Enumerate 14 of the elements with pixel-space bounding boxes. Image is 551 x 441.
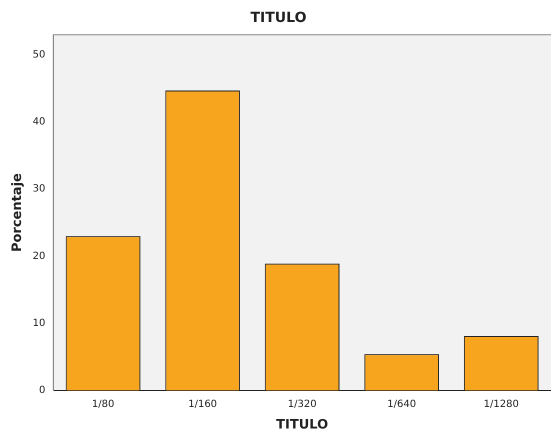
- y-tick-label: 40: [32, 116, 46, 128]
- x-tick-label: 1/640: [387, 398, 416, 410]
- x-tick-label: 1/80: [92, 398, 114, 410]
- y-tick-label: 0: [38, 384, 46, 396]
- y-axis-title: Porcentaje: [10, 172, 26, 252]
- chart-title: TITULO: [250, 10, 307, 26]
- x-tick-label: 1/160: [188, 398, 218, 410]
- y-tick-label: 50: [32, 50, 46, 61]
- y-tick-label: 30: [32, 184, 46, 195]
- x-tick-label: 1/320: [288, 398, 317, 410]
- y-tick-label: 20: [32, 250, 46, 262]
- y-tick-label: 10: [32, 318, 46, 329]
- x-axis-title: TITULO: [276, 418, 328, 433]
- x-tick-label: 1/1280: [484, 398, 519, 410]
